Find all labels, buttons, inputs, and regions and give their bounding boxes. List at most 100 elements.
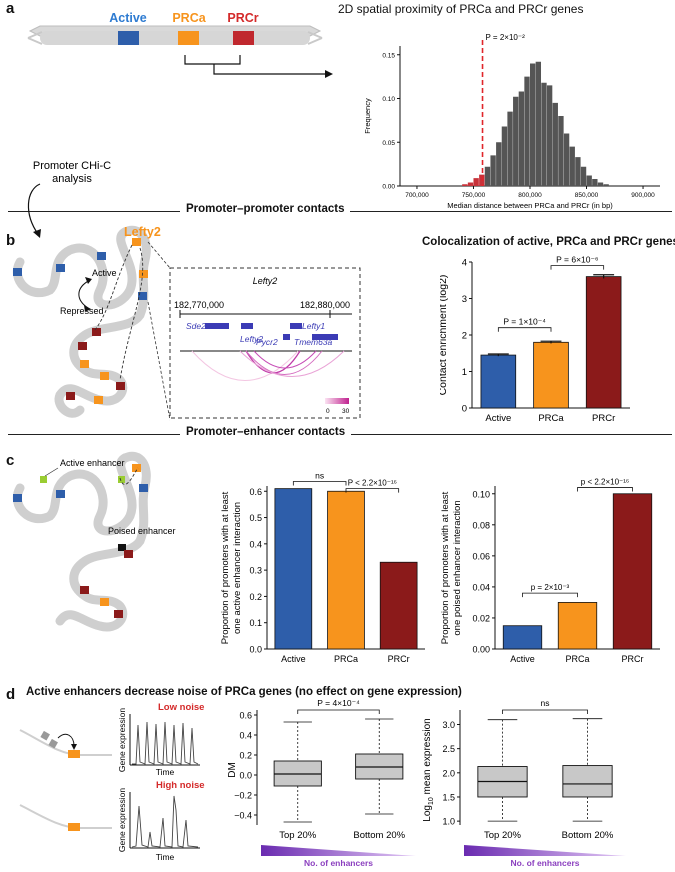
bar-prca — [327, 490, 365, 650]
hist-bar — [592, 179, 598, 186]
bar-category-label: PRCa — [565, 654, 589, 664]
prcr-gene-block — [233, 31, 254, 45]
hist-bar — [490, 155, 496, 186]
c1-p-label: P < 2.2×10⁻¹⁶ — [348, 479, 397, 488]
enhancer-arrow-head — [71, 744, 77, 750]
bar-ytick-label: 0.6 — [249, 487, 262, 497]
hist-ytick-label: 0.10 — [382, 96, 395, 103]
bar-active — [480, 354, 517, 409]
chromosome-schematic — [27, 25, 323, 45]
box-ytick-label: 0.0 — [239, 771, 252, 781]
enhancer-mark-2 — [48, 738, 58, 749]
c1-p-bracket — [345, 488, 400, 493]
prca-gene-label: PRCa — [172, 11, 206, 25]
enhancer-gradient-wedge — [261, 845, 416, 856]
hist-bar — [558, 116, 564, 186]
box-ytick-label: −0.2 — [234, 791, 252, 801]
hist-bar — [462, 184, 468, 186]
b-bar-chart: 0 1 2 3 4 Active PRCa PRCr P = 1×10⁻⁴ P = 6×10⁻⁶ C… — [440, 255, 630, 424]
panel-b-chart-title: Colocalization of active, PRCa and PRCr … — [422, 236, 675, 248]
bar-category-label: PRCa — [538, 413, 564, 424]
hist-bar — [524, 76, 530, 186]
prca-gene-block — [178, 31, 199, 45]
hist-bar — [535, 61, 542, 186]
box-ytick-label: 2.0 — [442, 768, 455, 778]
c-bar-active-chart: 0.0 0.1 0.2 0.3 0.4 0.5 0.6 Active PRCa PRCr ns P <… — [220, 471, 425, 664]
section-title-pp: Promoter–promoter contacts — [180, 203, 351, 215]
box-category-label: Top 20% — [279, 830, 317, 841]
inset-title: Lefty2 — [253, 276, 278, 286]
hist-xtick-label: 700,000 — [405, 192, 429, 199]
bar-prca — [533, 341, 569, 409]
proximity-bracket — [184, 55, 325, 75]
bar-ytick-label: 1 — [462, 367, 467, 378]
b-ylabel: Contact enrichment (log2) — [440, 275, 449, 396]
c2-ptop-label: p < 2.2×10⁻¹⁶ — [581, 478, 629, 487]
bracket-arrow-head — [325, 70, 333, 78]
enhancer-mark-1 — [40, 730, 50, 741]
hist-bar — [467, 182, 474, 186]
bar-category-label: Active — [281, 654, 306, 664]
enhancer-arrow — [57, 733, 75, 747]
histogram-ylabel: Frequency — [363, 98, 372, 134]
hist-bar — [597, 182, 604, 186]
scale-min-label: 0 — [326, 408, 330, 415]
enhancers-label: No. of enhancers — [304, 858, 373, 868]
panel-d-noise-schematics: Low noise Gene expression Time High nois… — [19, 702, 205, 862]
dm-p-label: P = 4×10⁻⁴ — [317, 700, 360, 708]
contact-scale-bar — [325, 398, 349, 404]
high-noise-label: High noise — [156, 780, 205, 791]
gene-marks-b — [13, 238, 148, 404]
box-category-label: Top 20% — [484, 830, 522, 841]
histogram-p-value: P = 2×10⁻² — [486, 33, 526, 42]
low-noise-ylabel: Gene expression — [117, 708, 127, 773]
low-noise-trace — [132, 721, 199, 765]
active-gene-block — [118, 31, 139, 45]
high-noise-trace — [131, 795, 199, 848]
bar-category-label: PRCa — [334, 654, 358, 664]
hist-bar — [603, 184, 609, 186]
high-noise-ylabel: Gene expression — [117, 788, 127, 853]
scale-max-label: 30 — [342, 408, 350, 415]
lefty2-label: Lefty2 — [124, 225, 161, 239]
interaction-arcs — [191, 350, 345, 381]
c2-ylabel-line2: one poised enhancer interaction — [452, 500, 463, 635]
coord-left-label: 182,770,000 — [174, 300, 224, 310]
active-state-label: Active — [92, 268, 117, 278]
prcr-gene-label: PRCr — [227, 11, 258, 25]
d-box-expr-chart: 1.0 1.5 2.0 2.5 3.0 Top 20% Bottom 20% ns No. of… — [422, 700, 626, 868]
hist-bar — [518, 91, 525, 186]
bar-ytick-label: 0.04 — [472, 582, 490, 592]
box-ytick-label: 0.4 — [239, 731, 252, 741]
histogram-chart: 0.00 0.05 0.10 0.15 700,000 750,000 800,000 850… — [363, 33, 660, 210]
panel-d-title: Active enhancers decrease noise of PRCa … — [26, 686, 462, 698]
box-ytick-label: 2.5 — [442, 744, 455, 754]
box-iqr — [562, 765, 613, 798]
hist-bar — [484, 166, 491, 186]
hist-ytick-label: 0.15 — [382, 52, 395, 59]
box-ytick-label: −0.4 — [234, 811, 252, 821]
chic-curved-arrow — [27, 183, 41, 238]
box-ytick-label: 0.2 — [239, 751, 252, 761]
panel-label-b: b — [6, 232, 16, 249]
c1-ns-label: ns — [315, 471, 324, 481]
gene-line-high-noise — [19, 804, 112, 829]
enhancers-label: No. of enhancers — [511, 858, 580, 868]
hist-bar — [546, 85, 553, 186]
gene-label-lefty1: Lefty1 — [302, 321, 325, 331]
d-box-dm-chart: −0.4 −0.2 0.0 0.2 0.4 0.6 Top 20% Bottom 20% P =… — [227, 700, 416, 868]
bar-active — [274, 488, 313, 650]
histogram-axes: 0.00 0.05 0.10 0.15 700,000 750,000 800,000 850… — [382, 46, 660, 199]
state-switch-arrow — [78, 279, 91, 309]
c-bar-poised-chart: 0.00 0.02 0.04 0.06 0.08 0.10 Active PRCa PRCr p … — [440, 478, 660, 664]
b-p2-label: P = 6×10⁻⁶ — [556, 255, 598, 265]
gene-label-pycr2: Pycr2 — [256, 337, 278, 347]
bar-prcr — [585, 276, 622, 409]
gene-label-sde2: Sde2 — [186, 321, 206, 331]
box-ytick-label: 3.0 — [442, 720, 455, 730]
c1-ylabel-line1: Proportion of promoters with at least — [220, 491, 231, 644]
hist-bar — [552, 102, 558, 186]
chromatin-fiber-b — [12, 225, 151, 418]
bar-category-label: PRCr — [622, 654, 644, 664]
b-p1-bracket — [497, 327, 552, 332]
